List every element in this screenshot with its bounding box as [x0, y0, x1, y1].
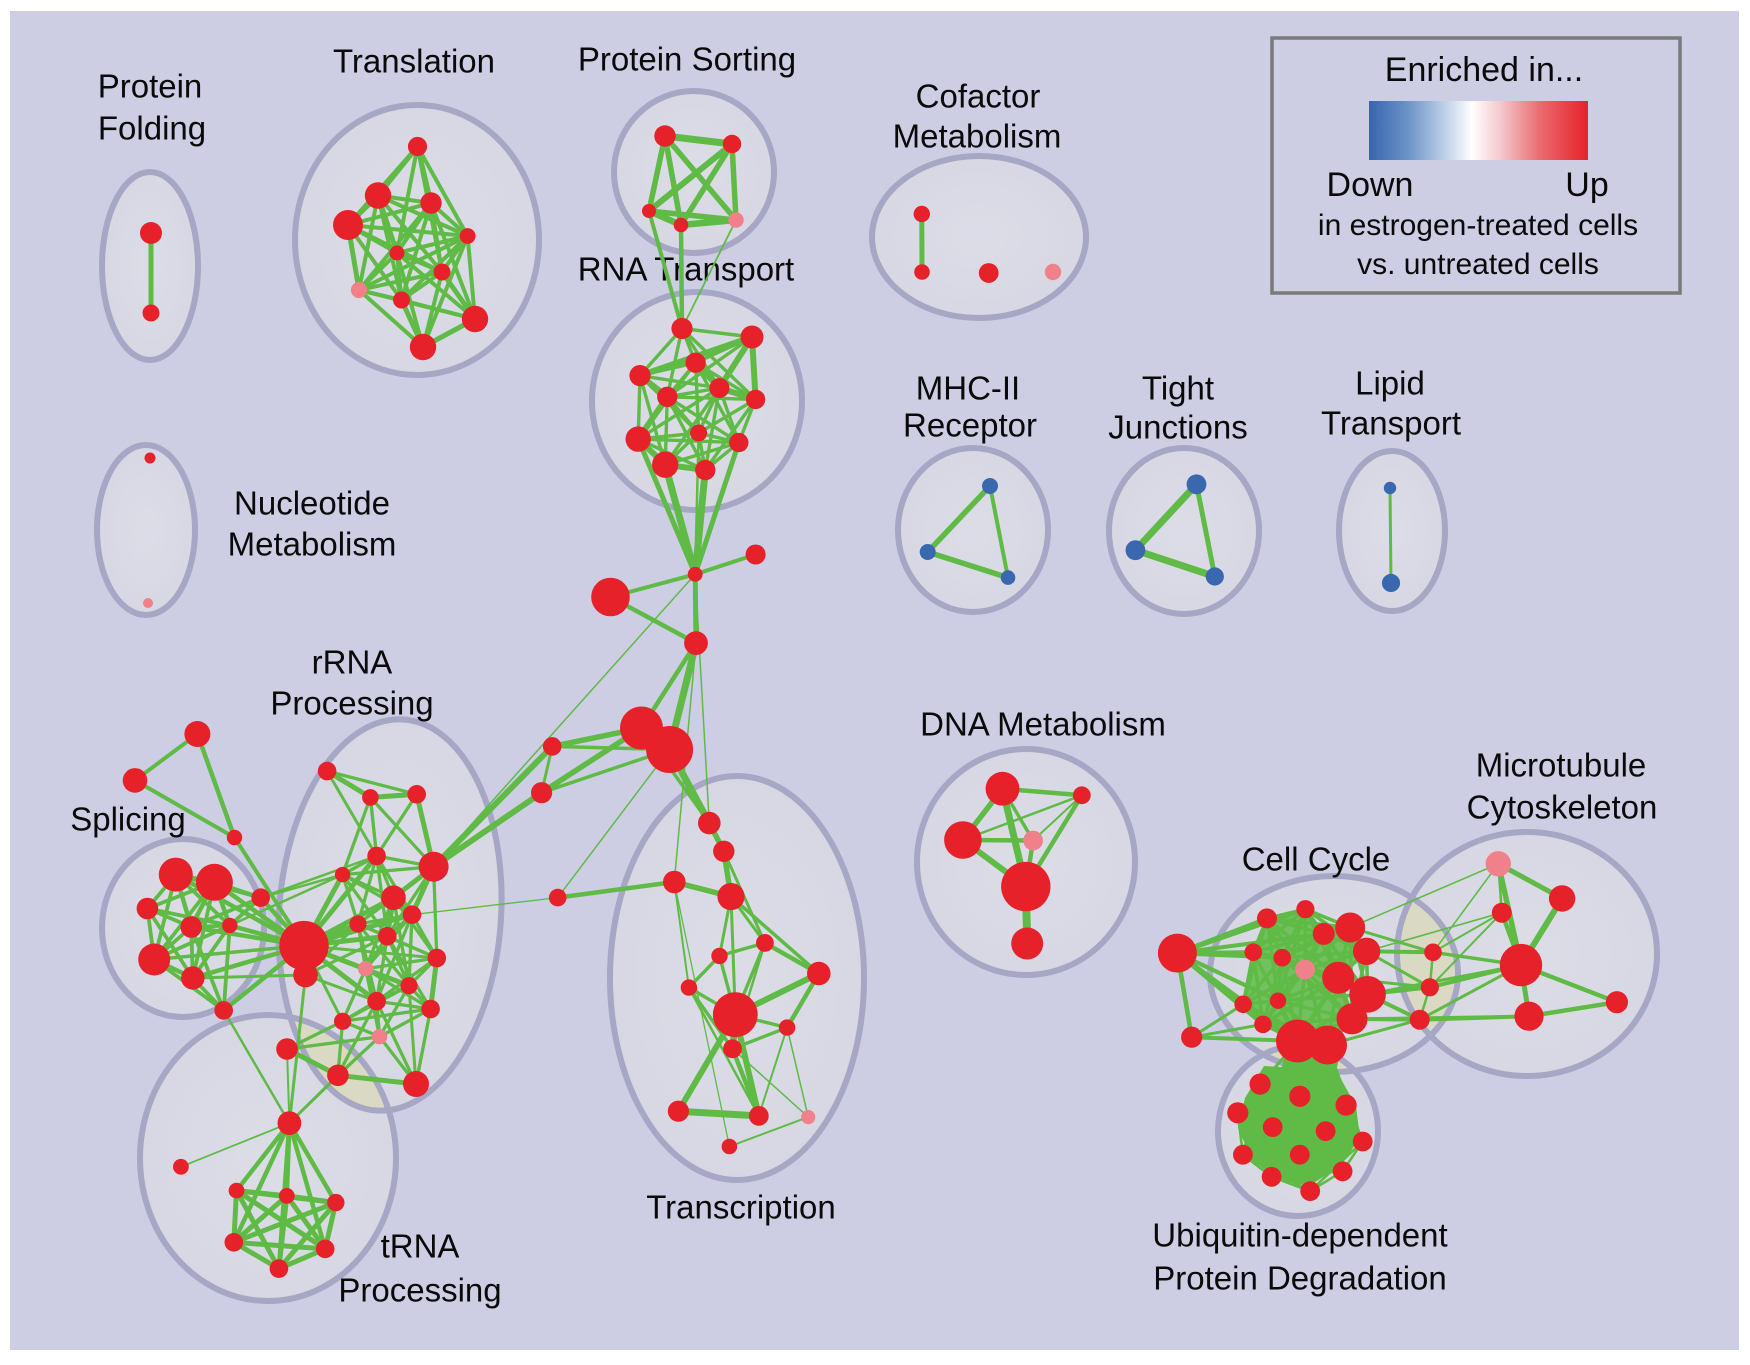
svg-text:Microtubule: Microtubule — [1476, 747, 1647, 784]
svg-text:Translation: Translation — [333, 43, 495, 80]
svg-text:Transport: Transport — [1321, 405, 1461, 442]
svg-text:Processing: Processing — [270, 685, 433, 722]
svg-text:Metabolism: Metabolism — [228, 526, 397, 563]
svg-text:Splicing: Splicing — [70, 801, 186, 838]
svg-text:Protein Degradation: Protein Degradation — [1153, 1260, 1447, 1297]
svg-text:Lipid: Lipid — [1355, 365, 1425, 402]
svg-text:Junctions: Junctions — [1108, 409, 1247, 446]
svg-text:Metabolism: Metabolism — [893, 118, 1062, 155]
svg-text:Protein Sorting: Protein Sorting — [578, 41, 796, 78]
svg-text:rRNA: rRNA — [312, 644, 393, 681]
svg-text:RNA Transport: RNA Transport — [578, 251, 794, 288]
svg-text:Tight: Tight — [1142, 370, 1214, 407]
svg-text:Nucleotide: Nucleotide — [234, 485, 390, 522]
svg-text:Processing: Processing — [338, 1272, 501, 1309]
svg-text:Folding: Folding — [98, 110, 206, 147]
svg-text:Cofactor: Cofactor — [916, 78, 1041, 115]
svg-text:tRNA: tRNA — [381, 1228, 460, 1265]
svg-text:vs. untreated cells: vs. untreated cells — [1357, 248, 1599, 281]
svg-text:in estrogen-treated cells: in estrogen-treated cells — [1318, 209, 1638, 242]
svg-text:Enriched in...: Enriched in... — [1385, 51, 1583, 89]
svg-text:MHC-II: MHC-II — [916, 370, 1020, 407]
svg-text:Receptor: Receptor — [903, 407, 1037, 444]
svg-text:Protein: Protein — [98, 68, 203, 105]
svg-text:Cytoskeleton: Cytoskeleton — [1467, 789, 1658, 826]
svg-text:Up: Up — [1565, 166, 1608, 204]
svg-text:Cell Cycle: Cell Cycle — [1242, 841, 1391, 878]
svg-text:Transcription: Transcription — [646, 1189, 836, 1226]
svg-text:DNA Metabolism: DNA Metabolism — [920, 706, 1166, 743]
svg-text:Down: Down — [1327, 166, 1414, 204]
svg-text:Ubiquitin-dependent: Ubiquitin-dependent — [1152, 1217, 1447, 1254]
